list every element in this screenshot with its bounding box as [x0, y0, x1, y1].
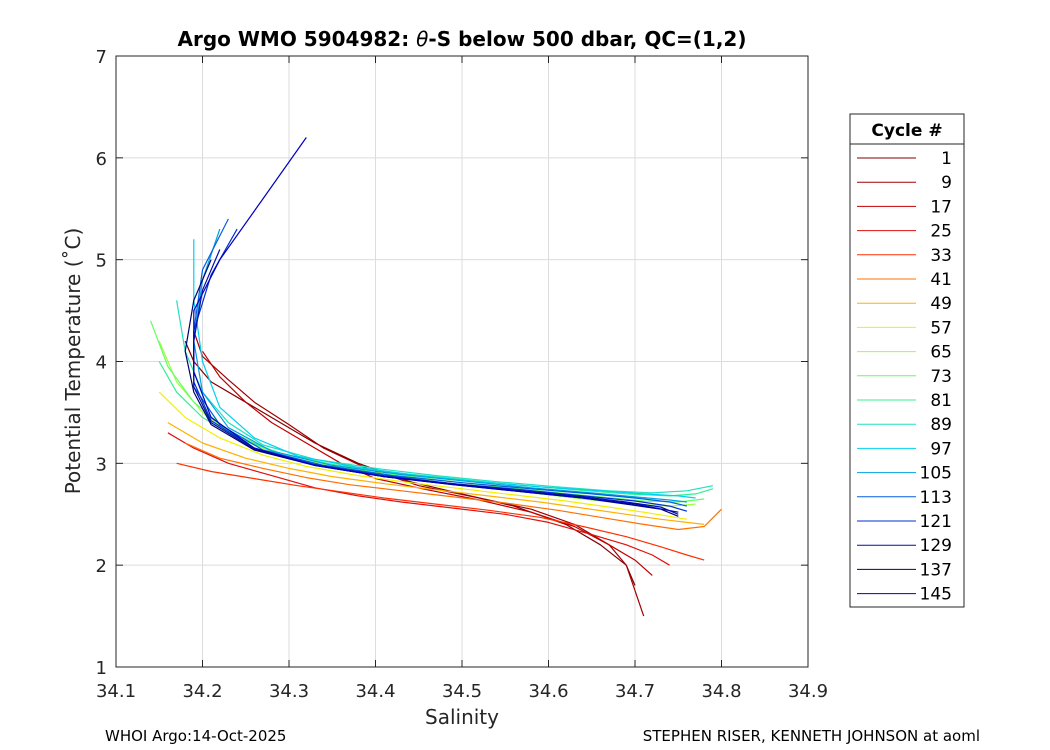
legend-label-41: 41 — [930, 270, 952, 290]
y-tick-label: 4 — [96, 353, 107, 374]
legend-title: Cycle # — [871, 121, 942, 141]
chart-title: Argo WMO 5904982: θ-S below 500 dbar, QC… — [178, 27, 747, 51]
x-tick-label: 34.6 — [528, 681, 568, 702]
x-tick-label: 34.5 — [442, 681, 482, 702]
legend-label-121: 121 — [920, 512, 952, 532]
y-axis-label: Potential Temperature (˚C) — [61, 228, 85, 495]
x-tick-label: 34.1 — [96, 681, 136, 702]
x-axis-label: Salinity — [425, 705, 499, 729]
x-tick-label: 34.9 — [788, 681, 828, 702]
legend-label-1: 1 — [941, 149, 952, 169]
x-tick-label: 34.8 — [701, 681, 741, 702]
legend-label-105: 105 — [920, 464, 952, 484]
legend-label-33: 33 — [930, 246, 952, 266]
y-tick-label: 3 — [96, 454, 107, 475]
legend-label-65: 65 — [930, 343, 952, 363]
x-tick-label: 34.4 — [355, 681, 395, 702]
series-line-cycle-105 — [193, 228, 687, 503]
legend: Cycle # 1 9 17 25 33 41 49 57 65 73 81 89 97 105 113 12… — [849, 113, 965, 608]
title-theta-symbol: θ — [416, 27, 428, 51]
axis-ticks: 34.1 34.2 34.3 34.4 34.5 34.6 34.7 34.8 34.9 1 2 3 4… — [96, 47, 828, 702]
legend-label-49: 49 — [930, 294, 952, 314]
y-tick-label: 5 — [96, 251, 107, 272]
footer-right: STEPHEN RISER, KENNETH JOHNSON at aoml — [643, 727, 980, 745]
series-line-cycle-17 — [202, 350, 653, 576]
series-line-cycle-57 — [158, 391, 688, 520]
footer-left: WHOI Argo:14-Oct-2025 — [105, 727, 286, 745]
legend-label-73: 73 — [930, 367, 952, 387]
legend-box — [849, 113, 965, 608]
x-tick-label: 34.2 — [182, 681, 222, 702]
legend-label-129: 129 — [920, 536, 952, 556]
y-tick-label: 6 — [96, 149, 107, 170]
y-tick-label: 1 — [96, 658, 107, 679]
series-line-cycle-49 — [167, 422, 705, 525]
legend-label-113: 113 — [920, 488, 952, 508]
series-line-cycle-25 — [167, 432, 670, 566]
legend-label-89: 89 — [930, 415, 952, 435]
legend-label-81: 81 — [930, 391, 952, 411]
title-prefix: Argo WMO 5904982: — [178, 27, 417, 51]
legend-entries: 1 9 17 25 33 41 49 57 65 73 81 89 97 105 113 121 129 137 1… — [857, 149, 952, 605]
legend-label-9: 9 — [941, 173, 952, 193]
legend-label-25: 25 — [930, 222, 952, 242]
legend-label-137: 137 — [920, 560, 952, 580]
series-line-cycle-33 — [176, 462, 705, 561]
legend-label-57: 57 — [930, 318, 952, 338]
legend-label-97: 97 — [930, 439, 952, 459]
title-suffix: -S below 500 dbar, QC=(1,2) — [428, 27, 746, 51]
data-series — [150, 137, 722, 617]
series-line-cycle-145 — [193, 137, 679, 513]
legend-label-17: 17 — [930, 197, 952, 217]
series-line-cycle-41 — [184, 442, 722, 531]
legend-label-145: 145 — [920, 585, 952, 605]
x-tick-label: 34.7 — [615, 681, 655, 702]
y-tick-label: 7 — [96, 47, 107, 68]
x-tick-label: 34.3 — [269, 681, 309, 702]
series-line-cycle-73 — [150, 320, 705, 503]
y-tick-label: 2 — [96, 556, 107, 577]
series-line-cycle-97 — [193, 239, 696, 499]
